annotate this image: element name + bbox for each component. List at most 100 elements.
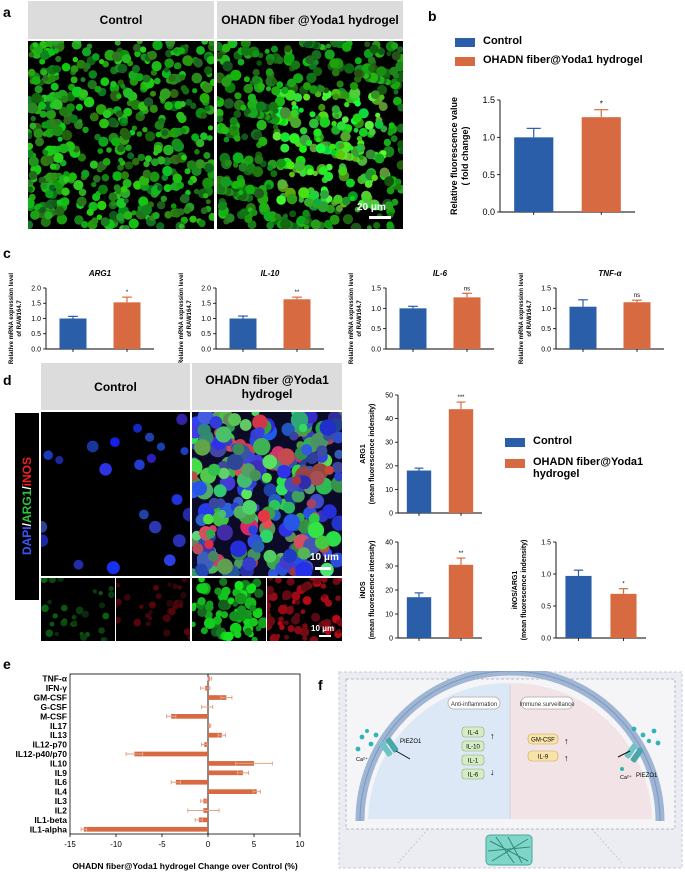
cell: [127, 152, 135, 160]
cell: [336, 121, 346, 131]
cell: [195, 563, 208, 576]
cell: [249, 604, 256, 612]
cell: [277, 448, 295, 466]
bar-ohadn-fiber-yoda1-hydrogel: [113, 302, 141, 349]
cell: [329, 214, 340, 225]
cell: [280, 218, 291, 229]
cell: [88, 70, 98, 79]
panel-f-diagram: Anti-inflammation Immune surveillance IL…: [338, 671, 683, 869]
bar-ohadn-fiber-yoda1-hydrogel: [448, 409, 474, 513]
cell: [290, 109, 298, 118]
cell: [237, 58, 245, 66]
cell: [309, 636, 319, 641]
cell: [45, 629, 54, 637]
y-axis-label-line2: ( fold change): [460, 127, 470, 186]
significance-label: *: [622, 582, 625, 588]
cell: [341, 116, 349, 123]
cell: [242, 556, 257, 571]
cell: [254, 155, 264, 164]
bar-il13: [208, 732, 222, 738]
cell: [244, 108, 251, 115]
chart-title: ARG1: [88, 269, 112, 278]
cell: [156, 442, 166, 451]
cell: [302, 623, 308, 629]
cell: [145, 432, 155, 442]
cell: [115, 110, 123, 118]
cell: [334, 113, 340, 119]
cell: [225, 213, 235, 223]
cell: [276, 81, 284, 88]
cell: [183, 628, 190, 636]
cell: [322, 504, 337, 519]
cell: [182, 507, 190, 522]
cell: [180, 193, 190, 204]
cell: [338, 166, 348, 176]
cell: [239, 419, 252, 431]
cell: [120, 185, 128, 193]
cell: [28, 102, 38, 114]
y-tick-label: 1.0: [482, 132, 495, 142]
cell: [204, 66, 213, 75]
cell: [186, 160, 197, 170]
cell: [240, 46, 251, 56]
bar-il1-alpha: [83, 826, 208, 832]
cell: [122, 178, 132, 188]
bar-control: [406, 470, 432, 513]
cell: [117, 63, 128, 74]
cell: [159, 88, 171, 100]
cell: [53, 92, 61, 99]
cell: [274, 213, 282, 221]
bar-il6: [175, 779, 208, 785]
cell: [319, 190, 329, 199]
scale-bar-label: 20 μm: [357, 202, 386, 213]
cell: [163, 144, 174, 156]
cell: [82, 47, 92, 57]
cell: [28, 220, 34, 229]
cell: [280, 143, 290, 153]
cell: [208, 212, 214, 221]
cell: [217, 108, 224, 118]
cell: [149, 520, 162, 534]
y-axis-label-line2: (mean fluorescence indensity): [521, 540, 528, 641]
cell: [257, 617, 266, 629]
cell: [50, 82, 59, 91]
cell: [231, 125, 237, 131]
cell: [352, 113, 362, 123]
cell: [333, 194, 343, 204]
cell: [143, 97, 154, 107]
cell: [271, 86, 281, 96]
cell: [57, 578, 64, 582]
cell: [185, 98, 193, 106]
bar-ohadn-fiber-yoda1-hydrogel: [581, 117, 621, 212]
cell: [86, 208, 94, 216]
cell: [258, 136, 268, 147]
cell: [393, 89, 399, 95]
y-axis-label: Relative mRNA expression level of RAW164.…: [9, 273, 23, 364]
cell: [153, 584, 159, 591]
cell: [291, 475, 302, 486]
cell: [76, 59, 86, 69]
cell: [396, 46, 403, 53]
cell: [145, 612, 151, 619]
cell: [116, 93, 122, 99]
cell: [145, 131, 156, 142]
cell: [277, 620, 283, 626]
bar-control: [399, 308, 427, 349]
cell: [221, 43, 231, 53]
cell: [233, 162, 239, 168]
category-label: IL12-p70: [33, 740, 68, 750]
cell: [177, 585, 182, 590]
cell: [254, 588, 264, 598]
cell: [142, 169, 152, 178]
cell: [152, 212, 160, 220]
cell: [289, 431, 299, 441]
bar-control: [514, 137, 554, 212]
cell: [309, 85, 318, 94]
cell: [244, 627, 253, 636]
svg-text:↑: ↑: [564, 753, 569, 763]
cell: [271, 45, 278, 53]
cell: [53, 152, 64, 163]
panel-label-d: d: [3, 372, 12, 388]
x-tick-label: 5: [252, 840, 257, 849]
cell: [187, 635, 190, 640]
